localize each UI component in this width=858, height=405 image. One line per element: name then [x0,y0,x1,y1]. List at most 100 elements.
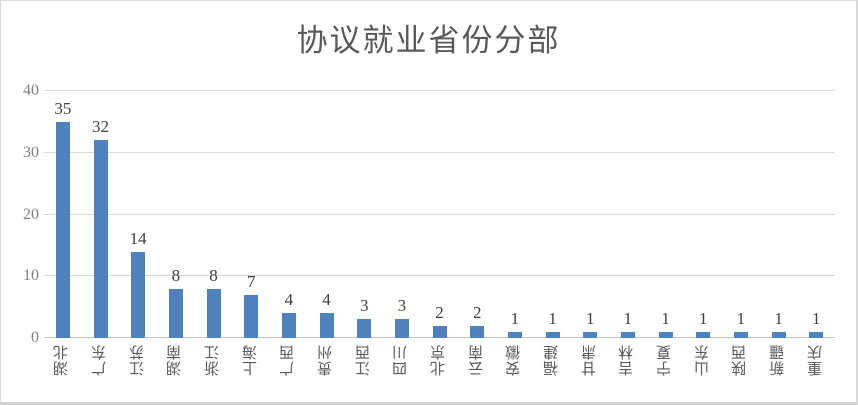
bar-cell: 1 [647,91,685,338]
category-label: 江西 [355,344,372,376]
bar [771,331,786,338]
category-label: 陕西 [732,344,749,376]
bar-cell: 1 [534,91,572,338]
bar-cell: 3 [383,91,421,338]
bar-value-label: 35 [54,98,72,118]
category-label: 上海 [242,344,259,376]
gridline [44,151,835,153]
bar-cell: 1 [722,91,760,338]
category-cell: 甘肃 [571,344,609,400]
bar [809,331,824,338]
bar-value-label: 1 [774,308,783,328]
bar-cell: 8 [195,91,233,338]
category-cell: 贵州 [308,344,346,400]
bar-value-label: 1 [548,308,557,328]
category-label: 吉林 [619,344,636,376]
bar [244,294,259,338]
bar-cell: 4 [308,91,346,338]
category-label: 重庆 [807,344,824,376]
category-cell: 安徽 [496,344,534,400]
category-cell: 湖北 [44,344,82,400]
y-axis: 0 10 20 30 40 [3,83,39,346]
category-label: 新疆 [770,344,787,376]
bar-cell: 7 [232,91,270,338]
bar-cell: 3 [345,91,383,338]
y-axis-tick-label: 40 [23,82,39,99]
bar-value-label: 3 [397,296,407,316]
bar [168,288,183,338]
bar-value-label: 32 [92,117,109,137]
bar [470,325,485,338]
y-axis-tick-label: 30 [23,143,39,161]
bar-series: 35 32 14 8 8 7 4 4 3 3 2 2 1 1 1 1 1 1 1 1 1 [44,91,835,338]
bar-cell: 2 [421,91,459,338]
bar-cell: 2 [458,91,496,338]
gridline [44,90,835,91]
bar-cell: 1 [760,91,798,338]
category-cell: 云南 [458,344,496,400]
bar [620,331,635,338]
category-label: 广东 [92,344,108,376]
category-cell: 浙江 [195,344,233,400]
category-label: 甘肃 [581,344,598,376]
category-cell: 吉林 [609,344,647,400]
bar [507,331,522,338]
bar-value-label: 1 [510,308,520,328]
bar-value-label: 4 [284,290,294,310]
category-label: 江苏 [129,344,146,376]
bar [93,140,108,338]
category-label: 北京 [431,344,448,376]
bar [583,331,598,338]
bar-value-label: 7 [246,271,256,291]
category-cell: 上海 [232,344,270,400]
bar [545,331,560,338]
y-axis-tick-label: 20 [23,205,39,223]
category-label: 云南 [468,344,485,376]
y-axis-tick-label: 10 [23,267,39,285]
bar-value-label: 2 [472,302,482,322]
category-cell: 福建 [534,344,572,400]
bar-cell: 14 [119,91,157,338]
bar-cell: 1 [571,91,609,338]
bar [394,319,409,338]
bar-cell: 1 [684,91,722,338]
category-cell: 湖南 [157,344,195,400]
category-label: 四川 [393,344,410,376]
chart-title: 协议就业省份分部 [296,23,561,58]
category-label: 福建 [544,344,561,376]
category-cell: 陕西 [722,344,760,400]
x-axis: 湖北 广东 江苏 湖南 浙江 上海 广西 贵州 江西 四川 北京 云南 安徽 福建 甘肃 吉林 宁夏 山东 陕西 新疆… [44,344,835,400]
bar-cell: 35 [44,91,82,338]
category-label: 广西 [280,344,297,376]
bar-value-label: 1 [623,308,633,328]
bar-value-label: 8 [209,265,218,285]
category-label: 湖北 [54,344,71,376]
bar [733,331,748,338]
bar-cell: 8 [157,91,195,338]
category-label: 安徽 [506,344,523,376]
category-cell: 宁夏 [647,344,685,400]
category-label: 浙江 [205,344,222,376]
bar-value-label: 1 [699,308,708,328]
category-label: 山东 [694,344,711,376]
gridline [44,213,835,215]
bar [432,325,447,338]
bar-value-label: 3 [359,296,369,316]
bar [319,313,334,338]
bar-value-label: 4 [322,290,331,310]
bar [55,121,70,338]
bar-value-label: 1 [736,308,746,328]
category-label: 贵州 [318,344,335,376]
bar [658,331,673,338]
bar [696,331,711,338]
category-cell: 江西 [345,344,383,400]
category-cell: 江苏 [119,344,157,400]
bar-cell: 1 [496,91,534,338]
category-cell: 广西 [270,344,308,400]
bar-cell: 32 [82,91,120,338]
category-cell: 新疆 [760,344,798,400]
bar [131,251,146,338]
gridline [44,275,835,277]
bar-cell: 1 [797,91,835,338]
